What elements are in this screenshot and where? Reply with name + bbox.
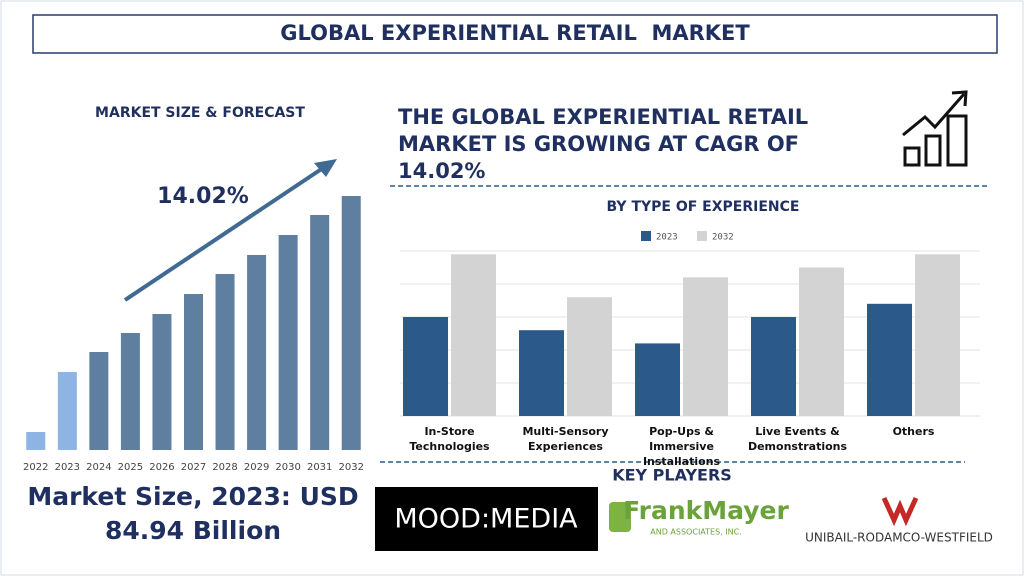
bar [184,294,203,450]
bar [867,303,912,416]
bar [635,343,680,416]
bar [310,215,330,450]
bar [278,235,298,450]
growth-arrow [123,164,328,302]
bar [799,267,844,416]
logo-text: FrankMayer [623,496,789,525]
bar [120,333,140,450]
icon-bar [946,114,968,167]
x-tick-label: 2022 [23,462,48,473]
bar [247,255,267,450]
icon-arrow [951,90,968,107]
bar [26,432,46,450]
bar [152,314,172,450]
x-tick-label: 2030 [275,462,300,473]
legend-label: 2023 [656,233,678,243]
x-tick-label: 2029 [244,462,269,473]
cagr-annotation: 14.02% [157,184,249,209]
x-tick-label: Others [892,425,935,438]
chart-title: BY TYPE OF EXPERIENCE [607,199,800,215]
x-tick-label: 2032 [339,462,364,473]
x-tick-label: 2027 [181,462,206,473]
logo-box [375,487,598,551]
x-tick-label: Live Events & Demonstrations [747,425,848,453]
bar [403,317,448,416]
icon-bar [924,134,942,167]
logo-subtitle: AND ASSOCIATES, INC. [650,528,741,537]
x-tick-label: 2031 [307,462,332,473]
x-tick-label: 2023 [55,462,80,473]
bar [451,254,496,416]
icon-bar [903,146,921,167]
section-title: KEY PLAYERS [612,466,732,485]
bar [57,372,77,450]
bar [915,254,960,416]
x-tick-label: Pop-Ups & Immersive Installations [642,425,721,468]
x-tick-label: 2026 [149,462,174,473]
growth-icon [902,90,968,167]
legend-label: 2032 [712,233,734,243]
page-title: GLOBAL EXPERIENTIAL RETAIL MARKET [280,21,750,45]
bar [567,297,612,416]
x-tick-label: 2024 [86,462,111,473]
bar [215,274,235,450]
title-box [32,14,998,54]
x-tick-label: In-Store Technologies [409,425,490,453]
legend-swatch [641,231,651,241]
bar [751,317,796,416]
arrow-head [314,159,337,177]
bar [519,330,564,416]
bar [89,352,109,450]
logo-text: MOOD:MEDIA [394,504,578,535]
x-tick-label: 2025 [118,462,143,473]
legend-swatch [697,231,707,241]
logo-mark [881,496,919,527]
logo-mark [609,502,631,532]
bar [341,196,361,450]
logo-text: UNIBAIL-RODAMCO-WESTFIELD [805,531,993,545]
x-tick-label: 2028 [212,462,237,473]
headline: THE GLOBAL EXPERIENTIAL RETAIL MARKET IS… [398,105,809,183]
market-size: Market Size, 2023: USD 84.94 Billion [27,482,359,545]
icon-line [902,93,966,137]
x-tick-label: Multi-Sensory Experiences [522,425,609,453]
chart-title: MARKET SIZE & FORECAST [95,105,305,121]
bar [683,277,728,416]
